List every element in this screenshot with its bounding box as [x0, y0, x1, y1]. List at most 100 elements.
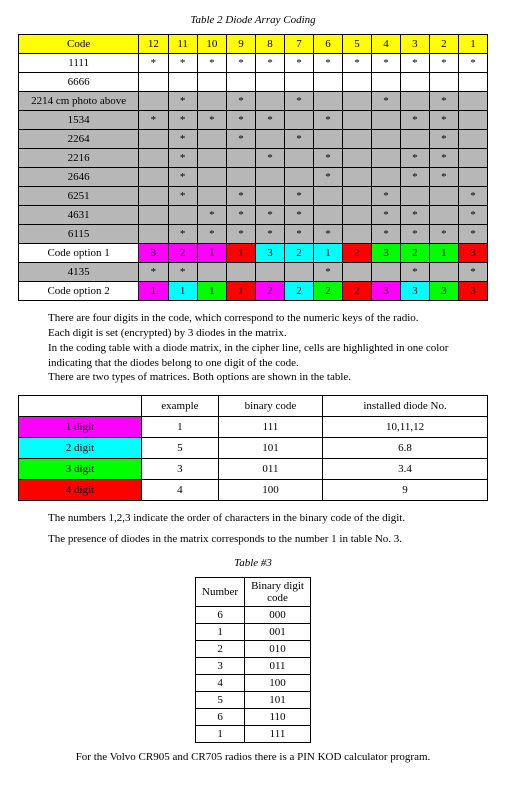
table3-title: Table #3 — [18, 557, 488, 569]
t3-cell: 6 — [196, 606, 245, 623]
t2-row-label: 1534 — [19, 111, 139, 130]
t2-cell — [227, 73, 256, 92]
t3-cell: 2 — [196, 640, 245, 657]
t2-cell — [342, 92, 371, 111]
t2-cell: * — [371, 225, 400, 244]
t2-cell — [285, 111, 314, 130]
t2-cell — [371, 168, 400, 187]
t2-cell: * — [400, 149, 429, 168]
t2-cell: 1 — [197, 244, 226, 263]
digits-table: examplebinary codeinstalled diode No. 1 … — [18, 395, 488, 501]
t2-cell — [197, 92, 226, 111]
t2-cell: * — [139, 263, 168, 282]
t2-cell — [342, 73, 371, 92]
t2-header-col: 10 — [197, 35, 226, 54]
t2-row-label: 6115 — [19, 225, 139, 244]
t3-cell: 010 — [245, 640, 311, 657]
t2-cell — [429, 187, 458, 206]
t2-row-label: Code option 1 — [19, 244, 139, 263]
t3-header-number: Number — [196, 577, 245, 606]
digit-cell: 100 — [218, 480, 322, 501]
t2-header-col: 11 — [168, 35, 197, 54]
digit-cell: 5 — [142, 438, 219, 459]
t2-cell: * — [458, 54, 487, 73]
t2-cell: * — [371, 54, 400, 73]
t3-cell: 000 — [245, 606, 311, 623]
t2-cell — [342, 130, 371, 149]
t2-cell: 3 — [400, 282, 429, 301]
digit-cell: 101 — [218, 438, 322, 459]
t2-cell: * — [400, 168, 429, 187]
t2-cell: 1 — [139, 282, 168, 301]
t2-cell — [256, 263, 285, 282]
t2-cell: 1 — [227, 282, 256, 301]
t2-cell — [342, 187, 371, 206]
t2-row-label: 2646 — [19, 168, 139, 187]
digit-cell: 1 — [142, 417, 219, 438]
t2-cell — [256, 187, 285, 206]
digits-header: installed diode No. — [323, 396, 488, 417]
t2-cell — [227, 263, 256, 282]
t2-cell: * — [168, 54, 197, 73]
t2-cell — [400, 92, 429, 111]
t2-cell: * — [429, 225, 458, 244]
t2-cell — [168, 206, 197, 225]
t2-cell — [139, 225, 168, 244]
t2-cell: 1 — [313, 244, 342, 263]
t2-cell — [139, 168, 168, 187]
t2-cell: * — [400, 54, 429, 73]
t2-cell: 3 — [458, 282, 487, 301]
t2-cell: 1 — [227, 244, 256, 263]
t2-cell: * — [285, 130, 314, 149]
t2-cell: * — [168, 111, 197, 130]
t2-cell — [342, 168, 371, 187]
t2-cell: 1 — [197, 282, 226, 301]
t2-cell: * — [168, 225, 197, 244]
t3-cell: 4 — [196, 674, 245, 691]
t2-row-label: 2216 — [19, 149, 139, 168]
digit-label: 3 digit — [19, 459, 142, 480]
t2-cell: * — [256, 206, 285, 225]
t2-cell: * — [285, 187, 314, 206]
t2-row-label: 1111 — [19, 54, 139, 73]
t2-row-label: 2264 — [19, 130, 139, 149]
t2-cell: 2 — [400, 244, 429, 263]
t2-cell: * — [197, 111, 226, 130]
t2-cell: * — [313, 54, 342, 73]
digit-cell: 3.4 — [323, 459, 488, 480]
t2-cell: * — [313, 168, 342, 187]
t2-cell: * — [429, 149, 458, 168]
t2-cell: * — [458, 187, 487, 206]
t3-header-binary: Binary digitcode — [245, 577, 311, 606]
t2-cell: * — [168, 130, 197, 149]
table3: Number Binary digitcode 6000100120103011… — [195, 577, 311, 743]
t2-cell — [371, 263, 400, 282]
digit-cell: 9 — [323, 480, 488, 501]
t2-cell — [371, 149, 400, 168]
t2-cell — [197, 149, 226, 168]
t3-cell: 1 — [196, 725, 245, 742]
t2-cell: * — [168, 149, 197, 168]
t2-cell — [371, 111, 400, 130]
t2-cell: 1 — [429, 244, 458, 263]
t2-header-col: 5 — [342, 35, 371, 54]
t2-cell: * — [371, 92, 400, 111]
t2-row-label: Code option 2 — [19, 282, 139, 301]
digit-label: 4 digit — [19, 480, 142, 501]
digit-cell: 10,11,12 — [323, 417, 488, 438]
t2-cell: * — [313, 149, 342, 168]
t2-cell: * — [227, 92, 256, 111]
t2-cell — [313, 206, 342, 225]
t2-cell — [139, 206, 168, 225]
t2-row-label: 4135 — [19, 263, 139, 282]
t2-cell: * — [429, 54, 458, 73]
digit-cell: 6.8 — [323, 438, 488, 459]
t3-cell: 001 — [245, 623, 311, 640]
paragraph-2: The numbers 1,2,3 indicate the order of … — [48, 511, 488, 547]
t2-cell — [139, 187, 168, 206]
t2-cell: * — [256, 111, 285, 130]
digit-label: 1 digit — [19, 417, 142, 438]
t2-cell: * — [139, 54, 168, 73]
t2-cell: * — [429, 168, 458, 187]
t2-cell — [458, 111, 487, 130]
